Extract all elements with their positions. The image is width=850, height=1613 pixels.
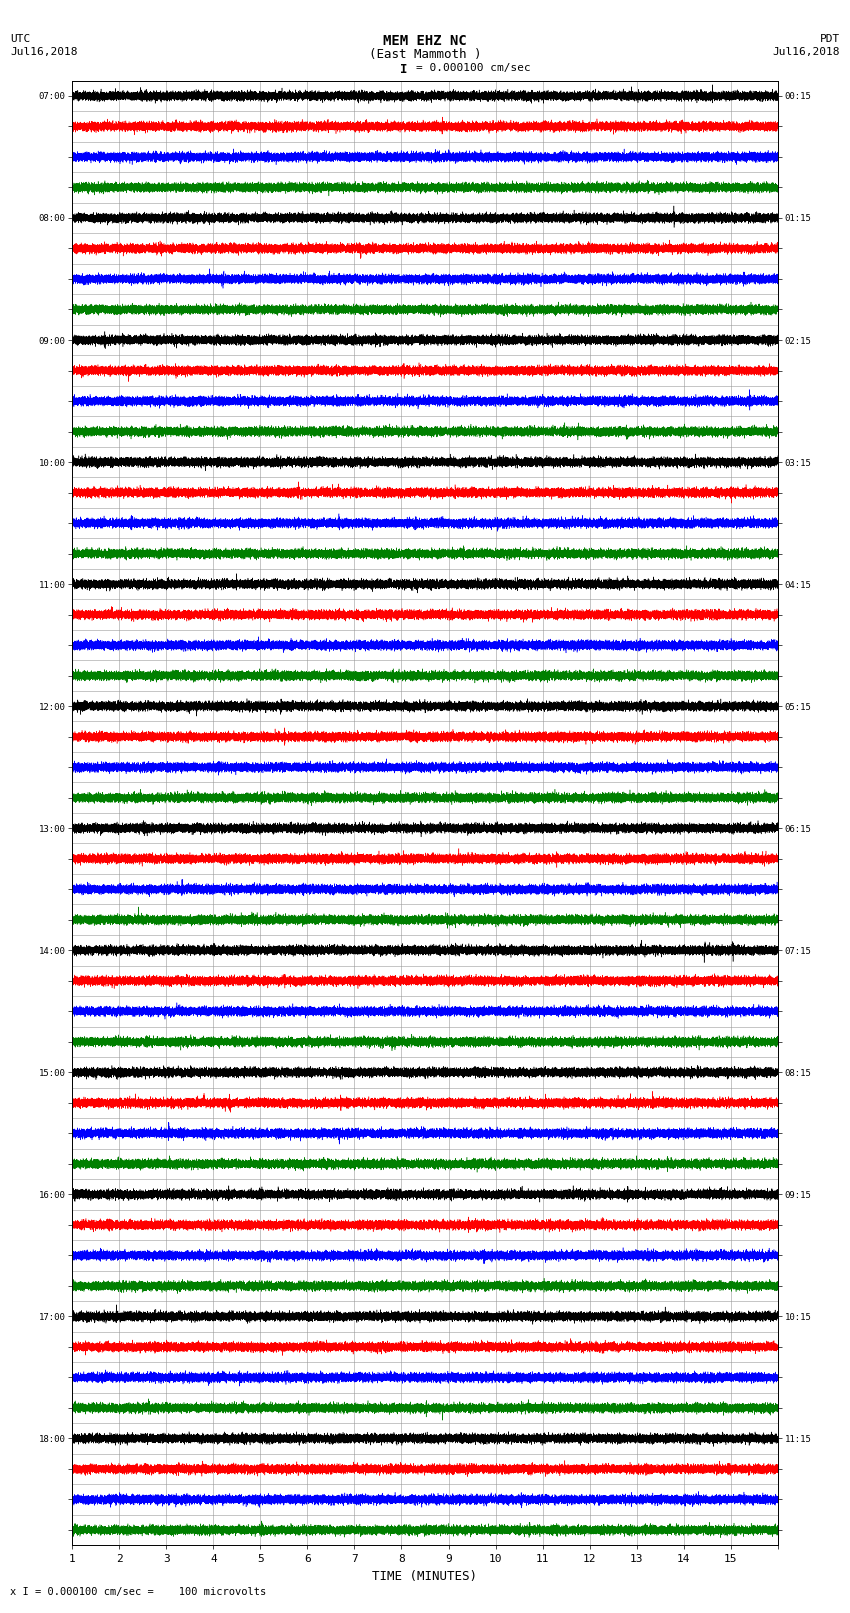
Text: Jul16,2018: Jul16,2018 (773, 47, 840, 56)
Text: = 0.000100 cm/sec: = 0.000100 cm/sec (416, 63, 531, 73)
X-axis label: TIME (MINUTES): TIME (MINUTES) (372, 1569, 478, 1582)
Text: PDT: PDT (819, 34, 840, 44)
Text: MEM EHZ NC: MEM EHZ NC (383, 34, 467, 48)
Text: x I = 0.000100 cm/sec =    100 microvolts: x I = 0.000100 cm/sec = 100 microvolts (10, 1587, 266, 1597)
Text: UTC: UTC (10, 34, 31, 44)
Text: Jul16,2018: Jul16,2018 (10, 47, 77, 56)
Text: I: I (400, 63, 407, 76)
Text: (East Mammoth ): (East Mammoth ) (369, 48, 481, 61)
